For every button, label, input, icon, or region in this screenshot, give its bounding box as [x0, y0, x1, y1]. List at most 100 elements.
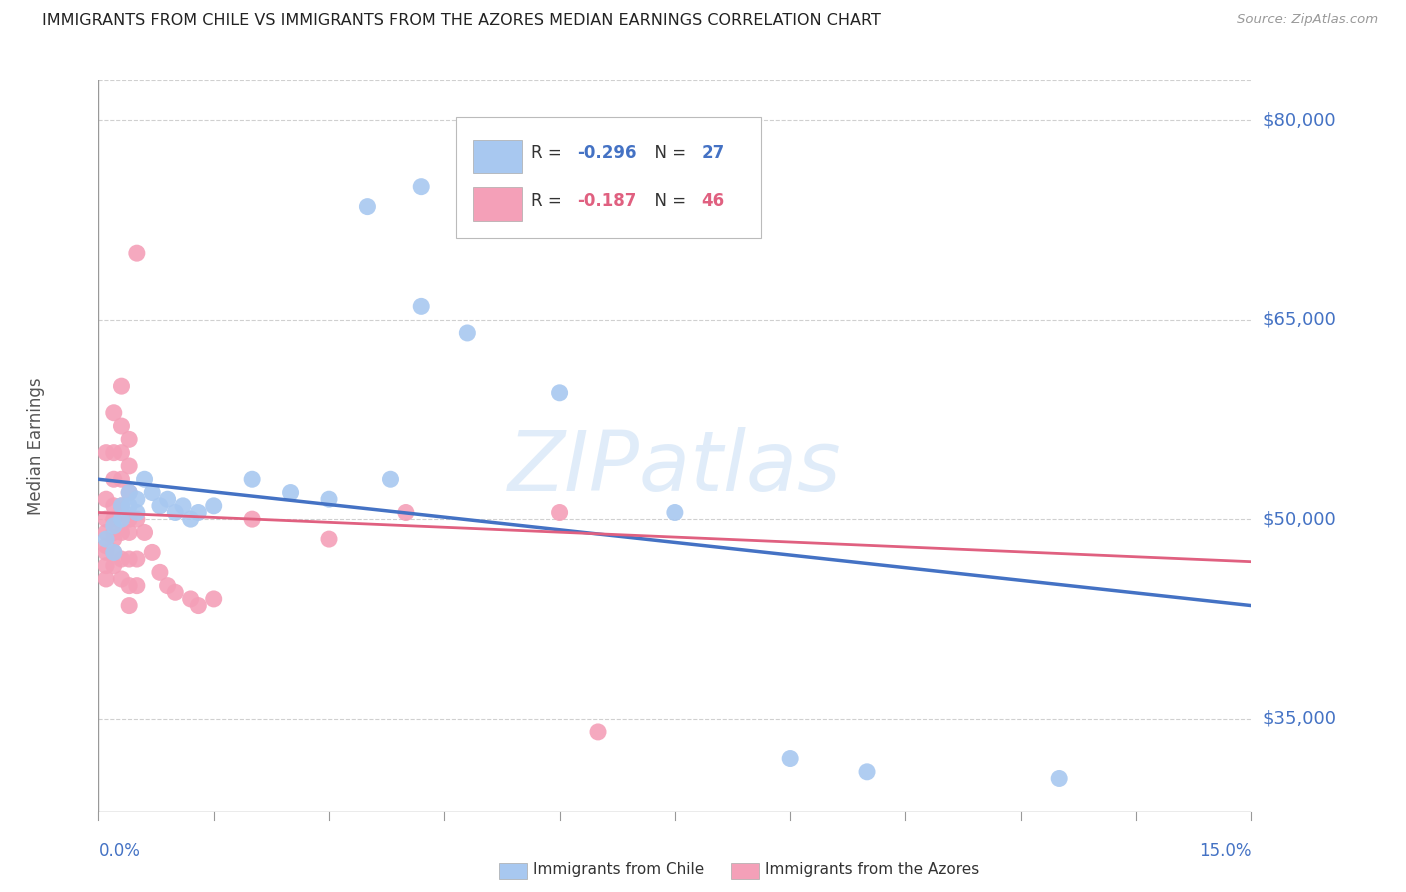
Text: Immigrants from Chile: Immigrants from Chile: [533, 863, 704, 877]
Point: [103, 545, 125, 559]
Point: [664, 506, 686, 520]
Point: [187, 506, 209, 520]
Point: [110, 472, 132, 486]
Point: [172, 499, 194, 513]
Point: [779, 751, 801, 765]
FancyBboxPatch shape: [472, 187, 522, 220]
Text: 27: 27: [702, 145, 724, 162]
Point: [165, 585, 187, 599]
Point: [103, 406, 125, 420]
Point: [94, 572, 117, 586]
Text: 46: 46: [702, 192, 724, 210]
Point: [94, 492, 117, 507]
Point: [411, 299, 433, 313]
Point: [202, 591, 225, 606]
Text: IMMIGRANTS FROM CHILE VS IMMIGRANTS FROM THE AZORES MEDIAN EARNINGS CORRELATION : IMMIGRANTS FROM CHILE VS IMMIGRANTS FROM…: [42, 13, 882, 29]
Point: [180, 512, 202, 526]
Point: [103, 532, 125, 546]
Point: [180, 591, 202, 606]
Point: [103, 545, 125, 559]
Point: [110, 445, 132, 459]
Point: [318, 492, 340, 507]
Point: [125, 246, 148, 260]
Point: [586, 725, 609, 739]
Point: [125, 512, 148, 526]
Point: [94, 532, 117, 546]
Point: [103, 558, 125, 573]
Text: -0.296: -0.296: [576, 145, 637, 162]
FancyBboxPatch shape: [472, 139, 522, 173]
Text: Immigrants from the Azores: Immigrants from the Azores: [765, 863, 979, 877]
Point: [240, 512, 263, 526]
Point: [94, 545, 117, 559]
Text: 15.0%: 15.0%: [1199, 842, 1251, 860]
Point: [1047, 772, 1070, 786]
Text: ZIPatlas: ZIPatlas: [508, 427, 842, 508]
Point: [134, 472, 156, 486]
Text: N =: N =: [644, 192, 692, 210]
Point: [94, 558, 117, 573]
Point: [141, 545, 163, 559]
Point: [94, 445, 117, 459]
Text: N =: N =: [644, 145, 692, 162]
Point: [118, 579, 141, 593]
Text: $50,000: $50,000: [1263, 510, 1336, 528]
Text: Median Earnings: Median Earnings: [27, 377, 45, 515]
FancyBboxPatch shape: [456, 117, 762, 237]
Point: [110, 572, 132, 586]
Point: [110, 512, 132, 526]
Point: [118, 458, 141, 473]
Point: [110, 552, 132, 566]
Point: [411, 179, 433, 194]
Point: [94, 539, 117, 553]
Point: [456, 326, 478, 340]
Point: [125, 579, 148, 593]
Point: [103, 499, 125, 513]
Text: $80,000: $80,000: [1263, 112, 1336, 129]
Point: [103, 512, 125, 526]
Point: [118, 485, 141, 500]
Point: [103, 525, 125, 540]
Text: R =: R =: [530, 145, 567, 162]
Text: Source: ZipAtlas.com: Source: ZipAtlas.com: [1237, 13, 1378, 27]
Point: [118, 433, 141, 447]
Point: [318, 532, 340, 546]
Point: [240, 472, 263, 486]
Point: [280, 485, 302, 500]
Point: [380, 472, 402, 486]
Point: [125, 492, 148, 507]
Point: [156, 492, 179, 507]
Point: [103, 472, 125, 486]
Point: [202, 499, 225, 513]
Point: [395, 506, 418, 520]
Point: [118, 552, 141, 566]
Point: [125, 552, 148, 566]
Point: [141, 485, 163, 500]
Point: [187, 599, 209, 613]
Point: [118, 499, 141, 513]
Point: [110, 499, 132, 513]
Point: [110, 419, 132, 434]
Point: [110, 525, 132, 540]
Point: [149, 499, 172, 513]
Text: 0.0%: 0.0%: [98, 842, 141, 860]
Text: -0.187: -0.187: [576, 192, 637, 210]
Point: [118, 485, 141, 500]
Point: [94, 525, 117, 540]
Point: [103, 518, 125, 533]
Text: $65,000: $65,000: [1263, 310, 1336, 328]
Point: [118, 512, 141, 526]
Point: [125, 506, 148, 520]
Point: [548, 385, 571, 400]
Text: R =: R =: [530, 192, 567, 210]
Point: [156, 579, 179, 593]
Point: [548, 506, 571, 520]
Text: $35,000: $35,000: [1263, 710, 1337, 728]
Point: [118, 599, 141, 613]
Point: [149, 566, 172, 580]
Point: [110, 379, 132, 393]
Point: [103, 445, 125, 459]
Point: [856, 764, 879, 779]
Point: [165, 506, 187, 520]
Point: [134, 525, 156, 540]
